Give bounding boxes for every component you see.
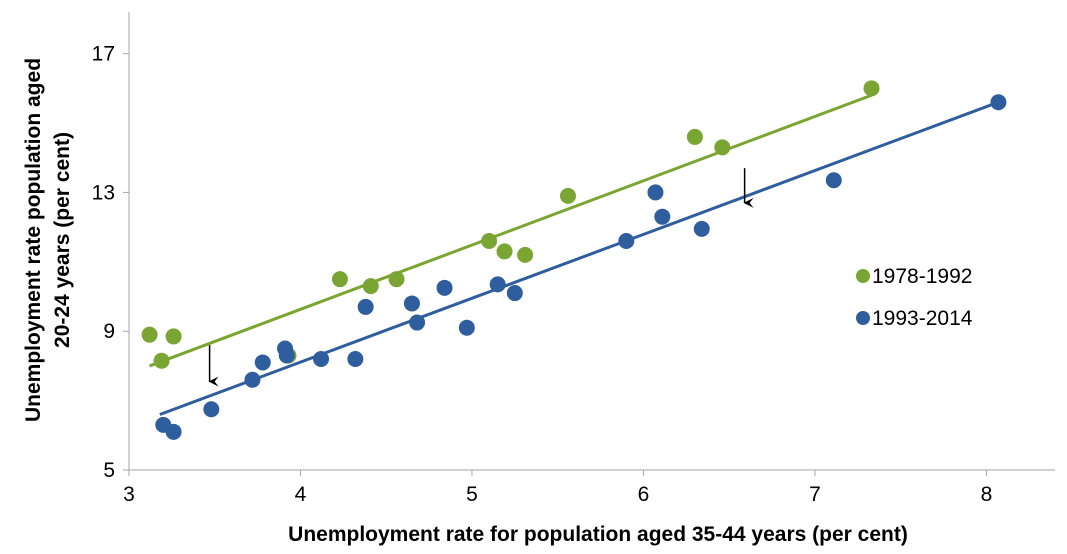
point-series-1: [990, 94, 1007, 111]
legend-marker-1978-1992: [856, 269, 870, 283]
point-series-0: [714, 139, 731, 156]
point-series-1: [278, 347, 295, 364]
point-series-1: [347, 350, 364, 367]
point-series-0: [362, 278, 379, 295]
x-tick-label: 4: [295, 483, 307, 506]
y-axis-title-line-2: 20-24 years (per cent): [51, 132, 74, 348]
point-series-1: [203, 401, 220, 418]
trendline-series-0: [149, 93, 873, 368]
point-series-1: [244, 371, 261, 388]
point-series-1: [647, 184, 664, 201]
point-series-0: [496, 243, 513, 260]
legend: 1978-1992 1993-2014: [856, 265, 973, 330]
point-series-0: [863, 80, 880, 97]
x-axis-title: Unemployment rate for population aged 35…: [288, 523, 908, 546]
x-tick-label: 3: [123, 483, 135, 506]
point-series-1: [357, 298, 374, 315]
point-series-0: [559, 187, 576, 204]
x-tick-label: 5: [466, 483, 478, 506]
x-tick-label: 8: [981, 483, 993, 506]
y-tick-label: 9: [103, 320, 115, 343]
point-series-1: [618, 233, 635, 249]
point-series-0: [165, 328, 182, 345]
y-tick-label: 17: [92, 43, 115, 66]
legend-label-1978-1992: 1978-1992: [872, 265, 972, 288]
x-tick-label: 7: [809, 483, 821, 506]
point-series-1: [254, 354, 271, 371]
point-series-1: [165, 423, 182, 440]
annotations: [208, 168, 754, 387]
point-series-1: [654, 208, 671, 225]
point-series-0: [686, 128, 703, 145]
y-tick-label: 5: [103, 459, 115, 482]
point-series-1: [458, 319, 475, 336]
point-series-0: [141, 326, 158, 343]
trendlines: [149, 93, 999, 416]
point-series-0: [481, 233, 498, 249]
point-series-1: [313, 350, 330, 367]
trendline-series-1: [159, 100, 999, 416]
x-tick-label: 6: [638, 483, 650, 506]
point-series-1: [825, 172, 842, 189]
point-series-0: [517, 246, 534, 263]
y-tick-label: 13: [92, 181, 115, 204]
x-ticks: 3 4 5 6 7 8: [123, 470, 992, 506]
point-series-0: [331, 271, 348, 288]
point-series-1: [693, 220, 710, 237]
y-axis-title-line-1: Unemployment rate population aged: [22, 58, 45, 422]
legend-label-1993-2014: 1993-2014: [872, 307, 973, 330]
point-series-1: [506, 285, 523, 302]
data-points: [141, 80, 1007, 440]
y-ticks: 5 9 13 17: [92, 43, 129, 482]
point-series-1: [409, 314, 426, 331]
point-series-1: [403, 295, 420, 312]
point-series-0: [153, 352, 170, 369]
point-series-1: [436, 279, 453, 296]
y-axis-title: Unemployment rate population aged 20-24 …: [22, 58, 74, 422]
point-series-1: [489, 276, 506, 293]
legend-marker-1993-2014: [856, 311, 870, 325]
point-series-0: [388, 271, 405, 288]
